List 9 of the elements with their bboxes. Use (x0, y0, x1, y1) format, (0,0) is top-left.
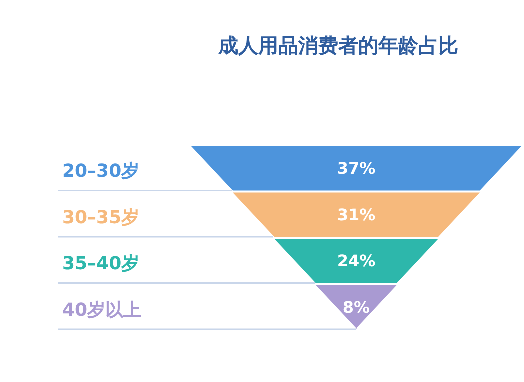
data-label: 8% (342, 298, 370, 317)
category-label: 35–40岁 (62, 254, 140, 275)
category-label: 40岁以上 (62, 300, 142, 321)
category-label: 30–35岁 (62, 207, 140, 228)
text: 成人用品消费者的年龄占比 (218, 34, 458, 58)
data-label: 37% (337, 159, 376, 178)
category-label: 20–30岁 (62, 161, 140, 182)
data-label: 24% (337, 252, 376, 271)
data-label: 31% (337, 205, 376, 224)
